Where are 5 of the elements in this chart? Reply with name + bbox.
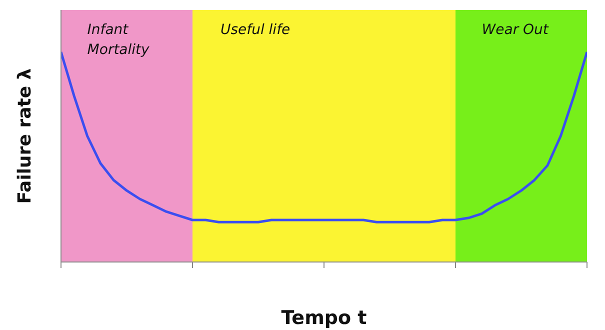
text: Wear Out <box>482 22 549 38</box>
text: Useful life <box>220 22 290 38</box>
x-axis-title: Tempo t <box>281 307 367 329</box>
annotation: Infant Mortality <box>87 22 150 58</box>
y-axis-title: Failure rate λ <box>14 68 36 204</box>
